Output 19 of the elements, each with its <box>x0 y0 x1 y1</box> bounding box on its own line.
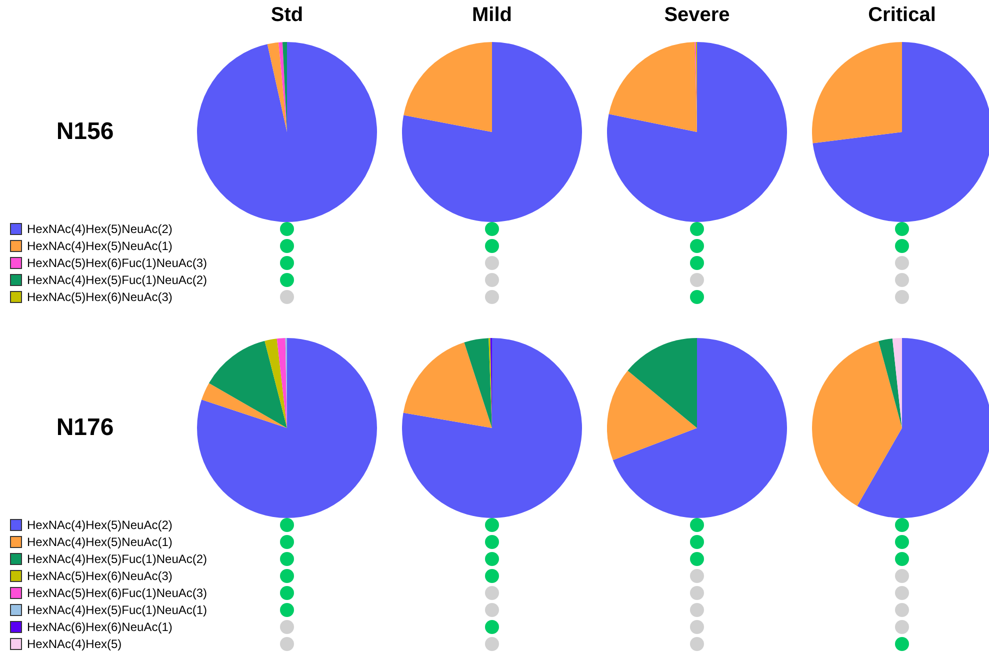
legend-label: HexNAc(4)Hex(5)NeuAc(2) <box>27 222 172 236</box>
legend-label: HexNAc(4)Hex(5)NeuAc(1) <box>27 534 172 548</box>
chart-title: Critical <box>867 4 937 27</box>
legend-label: HexNAc(4)Hex(5) <box>27 636 122 650</box>
legend-label: HexNAc(5)Hex(6)Fuc(1)NeuAc(3) <box>27 586 208 600</box>
text: N176 <box>55 414 115 442</box>
legend-label: HexNAc(4)Hex(5)Fuc(1)NeuAc(2) <box>27 272 208 286</box>
legend-label: HexNAc(5)Hex(6)NeuAc(3) <box>27 568 172 582</box>
chart-title: Std <box>270 4 304 27</box>
legend-label: HexNAc(4)Hex(5)Fuc(1)NeuAc(2) <box>27 552 208 566</box>
legend-label: HexNAc(6)Hex(6)NeuAc(1) <box>27 620 172 634</box>
chart-title: Mild <box>471 4 513 27</box>
legend-label: HexNAc(5)Hex(6)NeuAc(3) <box>27 290 172 304</box>
legend-label: HexNAc(5)Hex(6)Fuc(1)NeuAc(3) <box>27 256 208 270</box>
chart-title: Severe <box>663 4 731 27</box>
legend-label: HexNAc(4)Hex(5)NeuAc(1) <box>27 238 172 252</box>
legend-label: HexNAc(4)Hex(5)Fuc(1)NeuAc(1) <box>27 602 208 616</box>
text: N156 <box>55 118 115 146</box>
legend-label: HexNAc(4)Hex(5)NeuAc(2) <box>27 518 172 532</box>
